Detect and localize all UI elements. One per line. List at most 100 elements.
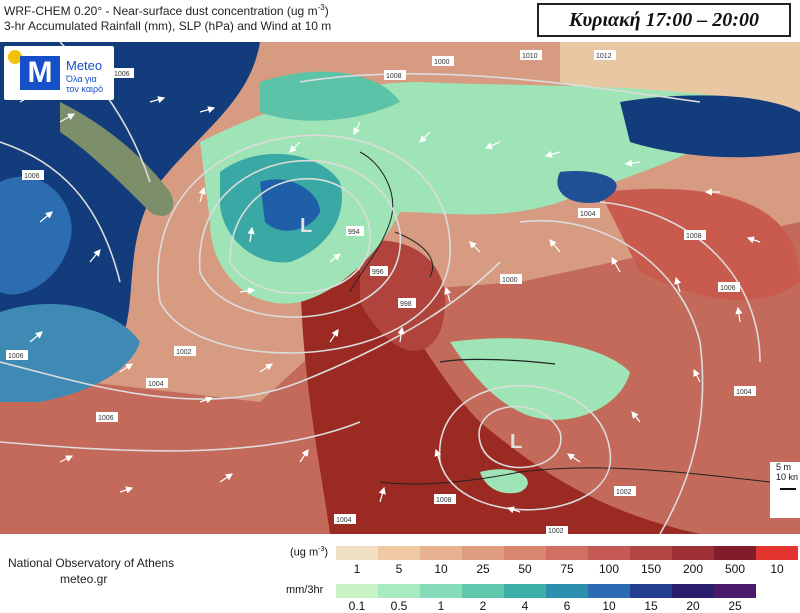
dust-swatch (546, 546, 588, 560)
precip-west-mid (0, 176, 72, 295)
dust-swatch (420, 546, 462, 560)
precip-libya-coast (480, 469, 528, 494)
svg-text:1006: 1006 (720, 285, 736, 292)
isobar-label: 1000 (500, 274, 522, 284)
rain-tick-label: 4 (521, 599, 529, 613)
map-canvas: 1006 1006 1000 1010 1012 1008 1006 1004 … (0, 42, 800, 534)
precip-west-lower (0, 303, 140, 402)
isobar-label: 1006 (6, 350, 28, 360)
dust-tick-label: 500 (724, 562, 746, 576)
logo-letter: M (20, 56, 60, 90)
rain-tick-label: 0.1 (348, 599, 366, 613)
dust-unit-label: (ug m-3) (290, 546, 329, 559)
dust-tick-label: 150 (640, 562, 662, 576)
dust-field-turkey (600, 188, 800, 301)
dust-swatch (630, 546, 672, 560)
isobar-label: 1006 (112, 68, 134, 78)
rain-swatch (588, 584, 630, 598)
svg-text:1008: 1008 (686, 233, 702, 240)
svg-text:1002: 1002 (176, 349, 192, 356)
svg-text:1006: 1006 (8, 353, 24, 360)
rain-swatch (378, 584, 420, 598)
svg-text:1006: 1006 (24, 173, 40, 180)
isobar-label: 998 (398, 298, 416, 308)
isobar-label: 1004 (146, 378, 168, 388)
dust-swatch (378, 546, 420, 560)
svg-text:1002: 1002 (616, 489, 632, 496)
isobar-label: 1006 (22, 170, 44, 180)
isobar-label: 1004 (734, 386, 756, 396)
footer-legend: National Observatory of Athens meteo.gr … (0, 534, 800, 613)
svg-text:1002: 1002 (548, 528, 564, 534)
dust-tick-label: 25 (476, 562, 490, 576)
isobar-label: 1010 (520, 50, 542, 60)
institution-name: National Observatory of Athens (8, 556, 175, 570)
dust-swatch (756, 546, 798, 560)
time-period-label: Κυριακή 17:00 – 20:00 (537, 3, 791, 37)
logo-brand: Meteo (66, 58, 103, 73)
isobar-label: 1000 (432, 56, 454, 66)
rain-tick-label: 15 (644, 599, 658, 613)
precip-crete-area (450, 338, 630, 420)
dust-tick-label: 10 (434, 562, 448, 576)
svg-text:1008: 1008 (386, 73, 402, 80)
rain-colorbar (336, 584, 756, 598)
svg-text:998: 998 (400, 301, 412, 308)
rain-tick-label: 20 (686, 599, 700, 613)
rain-swatch (462, 584, 504, 598)
rain-swatch (630, 584, 672, 598)
rain-swatch (504, 584, 546, 598)
svg-text:1000: 1000 (434, 59, 450, 66)
rain-tick-label: 25 (728, 599, 742, 613)
isobar-label: 1012 (594, 50, 616, 60)
dust-swatch (714, 546, 756, 560)
dust-tick-label: 75 (560, 562, 574, 576)
precip-cyclone-center (260, 179, 320, 231)
isobar-label: 1008 (384, 70, 406, 80)
africa-coastline (379, 467, 771, 485)
svg-text:1006: 1006 (98, 415, 114, 422)
low-pressure-marker: L (300, 215, 312, 237)
isobar-label-layer: 1006 1006 1000 1010 1012 1008 1006 1004 … (6, 50, 756, 534)
header: WRF-CHEM 0.20° - Near-surface dust conce… (0, 0, 800, 42)
isobar-label: 1002 (614, 486, 636, 496)
dust-swatch (504, 546, 546, 560)
dust-tick-label: 50 (518, 562, 532, 576)
rain-swatch (420, 584, 462, 598)
wind-scale-line1: 5 m (776, 462, 792, 472)
wind-scale-line2: 10 kn (776, 472, 799, 482)
isobar-label: 994 (346, 226, 364, 236)
isobars (0, 42, 761, 534)
dust-tick-label: 1 (353, 562, 361, 576)
isobar-label: 1008 (684, 230, 706, 240)
meteo-logo: M Meteo Όλα για τον καιρό (4, 46, 114, 100)
dust-tick-label: 10 (770, 562, 784, 576)
svg-text:1004: 1004 (736, 389, 752, 396)
svg-text:1012: 1012 (596, 53, 612, 60)
svg-text:1006: 1006 (114, 71, 130, 78)
isobar-label: 1006 (718, 282, 740, 292)
weather-map[interactable]: 1006 1006 1000 1010 1012 1008 1006 1004 … (0, 42, 800, 534)
precip-balkans (260, 71, 400, 121)
rain-swatch (714, 584, 756, 598)
dust-swatch (462, 546, 504, 560)
greece-coastline (349, 151, 433, 293)
isobar-label: 1004 (334, 514, 356, 524)
title-line-1: WRF-CHEM 0.20° - Near-surface dust conce… (4, 3, 329, 18)
website-link[interactable]: meteo.gr (60, 572, 108, 586)
wind-scale-arrow-icon (780, 488, 796, 490)
dust-swatch (336, 546, 378, 560)
dust-tick-label: 5 (395, 562, 403, 576)
crete-coastline (439, 358, 556, 365)
rain-tick-label: 0.5 (390, 599, 408, 613)
svg-text:1000: 1000 (502, 277, 518, 284)
rain-tick-label: 6 (563, 599, 571, 613)
isobar-label: 1002 (174, 346, 196, 356)
rain-swatch (672, 584, 714, 598)
logo-slogan: Όλα για τον καιρό (66, 74, 104, 94)
dust-colorbar (336, 546, 798, 560)
svg-text:1008: 1008 (436, 497, 452, 504)
isobar-label: 996 (370, 266, 388, 276)
rain-tick-label: 10 (602, 599, 616, 613)
low-pressure-marker: L (510, 431, 522, 453)
